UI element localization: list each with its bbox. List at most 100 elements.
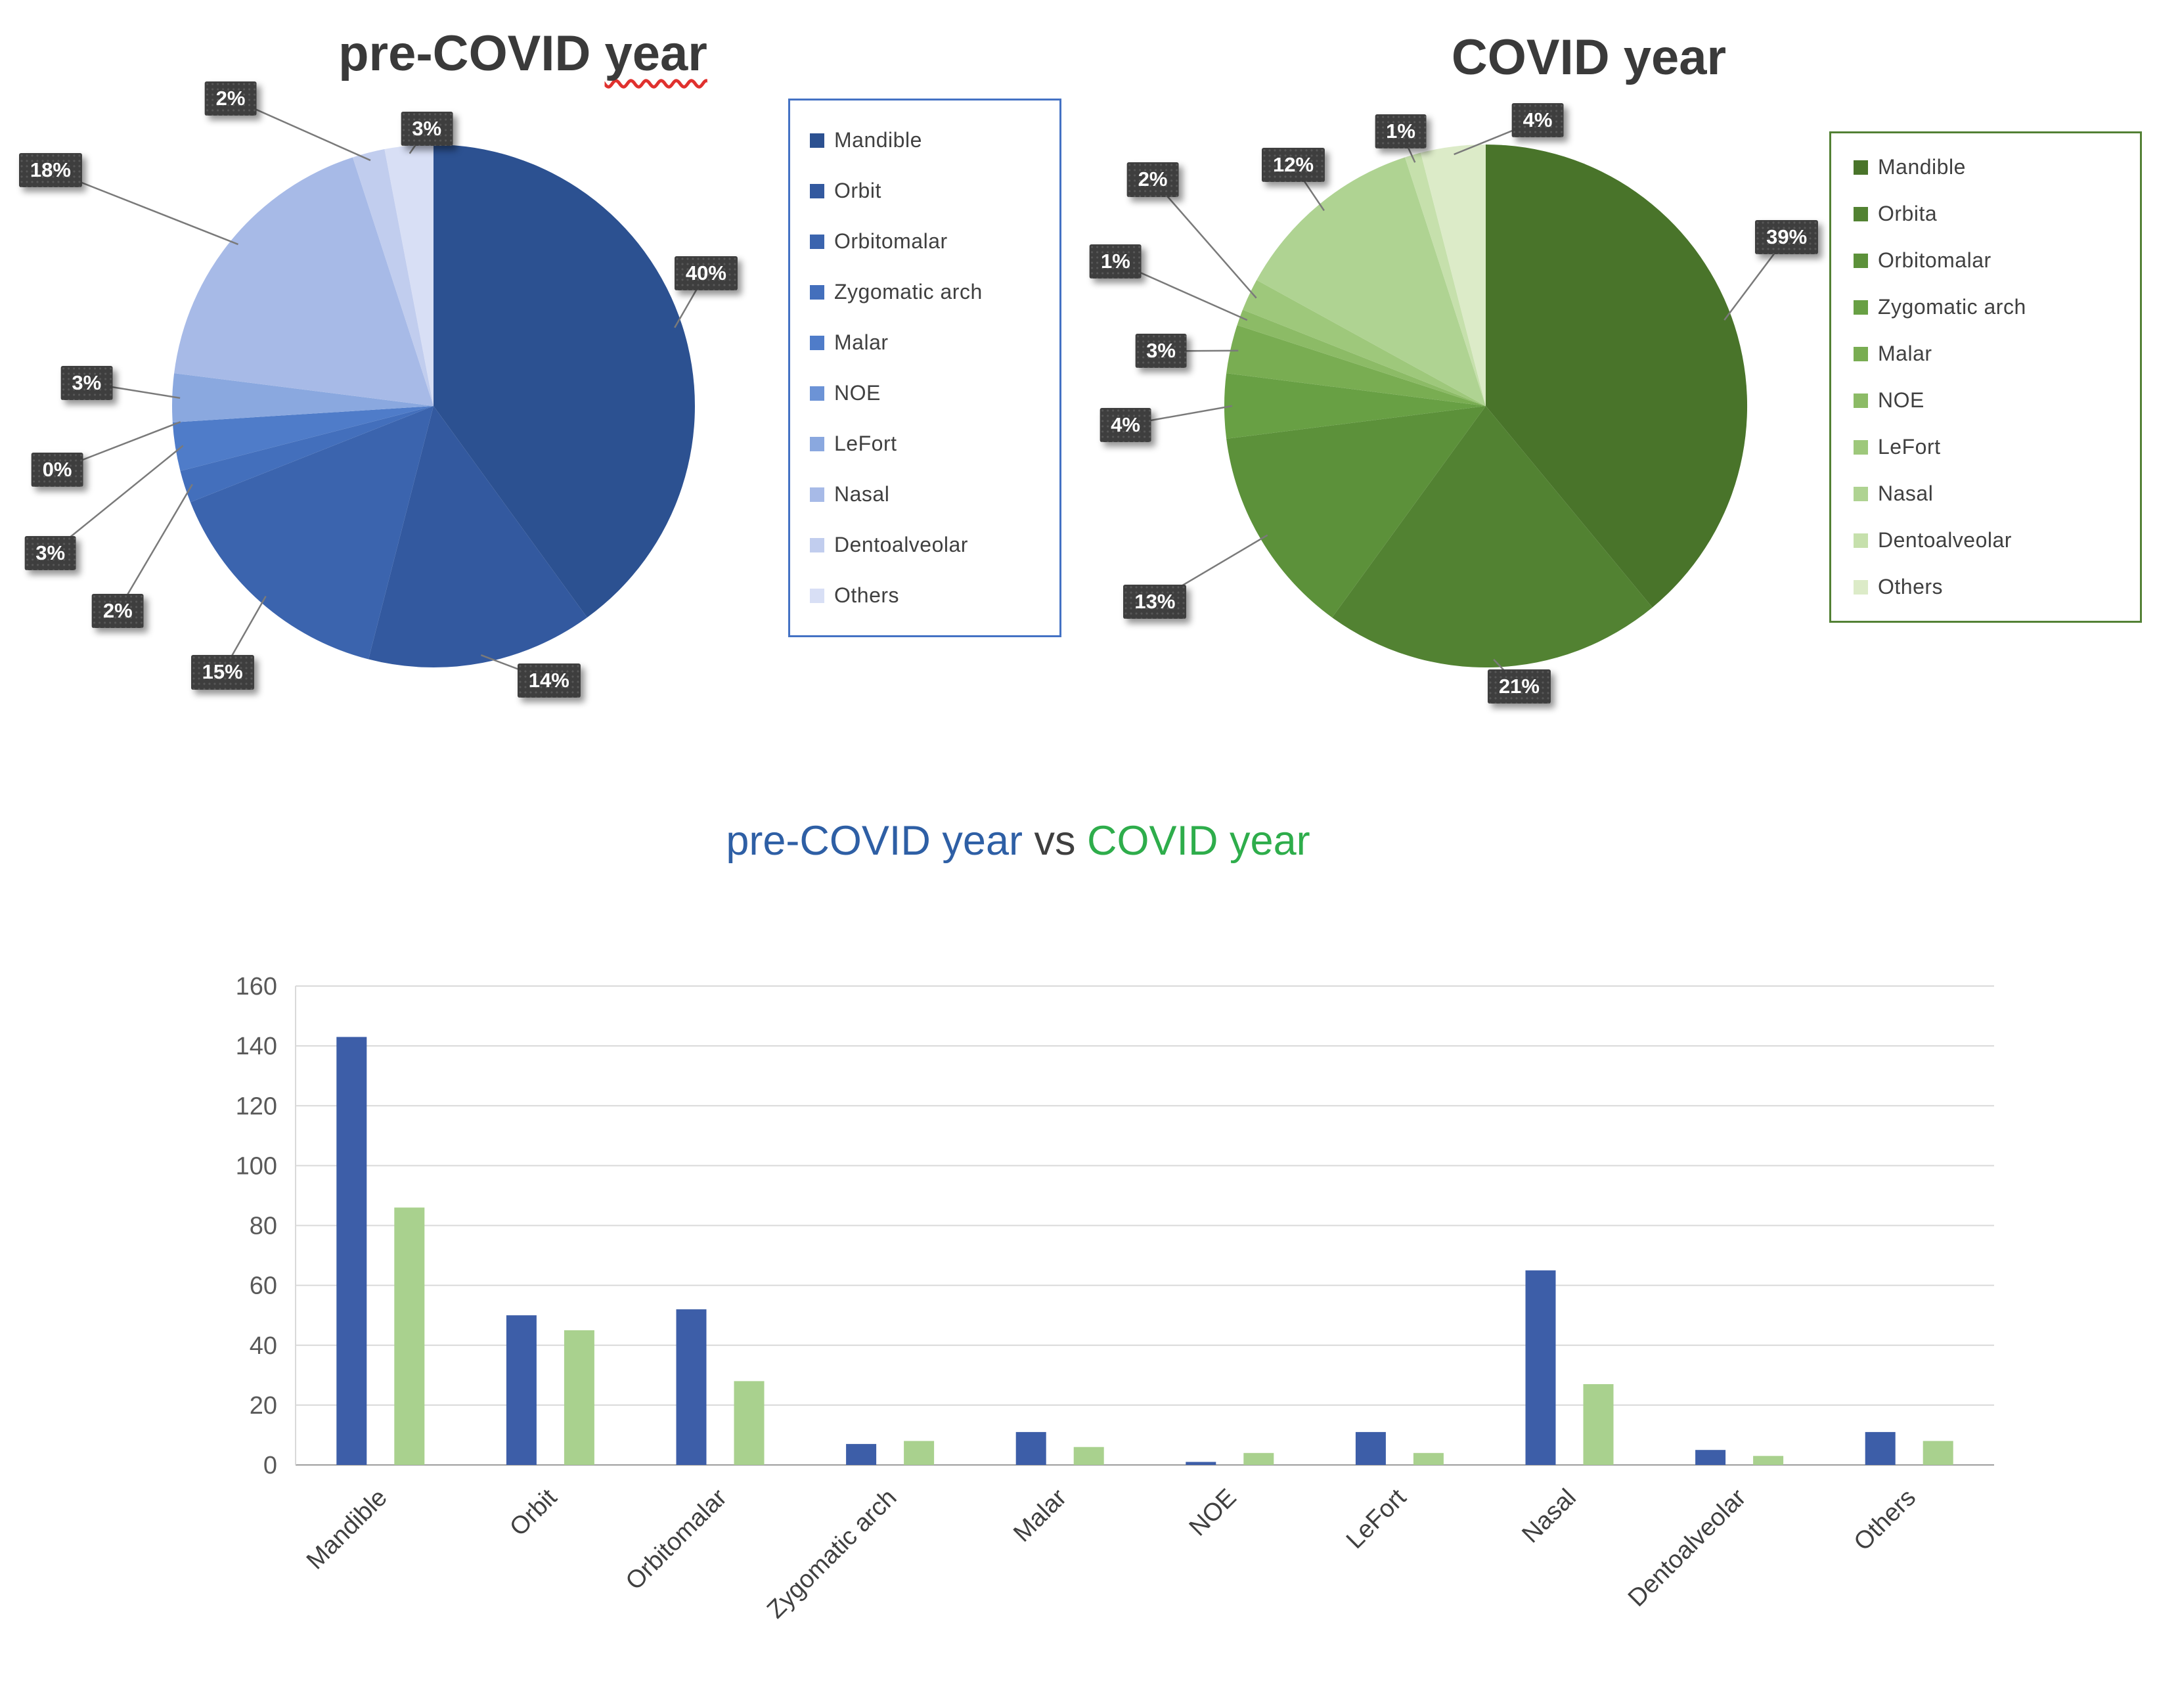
y-tick-label: 0 — [263, 1452, 277, 1479]
legend-swatch-icon — [1854, 393, 1868, 408]
legend-item-malar: Malar — [1854, 330, 2135, 377]
bar-chart-title-part: pre-COVID year — [726, 818, 1023, 864]
bar-covid-year-orbitomalar — [734, 1381, 765, 1465]
bar-pre-covid-year-others — [1865, 1431, 1896, 1465]
legend-item-label: Mandible — [834, 128, 922, 152]
bar-covid-year-others — [1923, 1441, 1953, 1465]
y-tick-label: 60 — [250, 1272, 277, 1300]
legend-item-label: NOE — [834, 381, 881, 405]
pie-percent-label-zygomatic-arch: 2% — [91, 594, 144, 629]
x-category-label-orbitomalar: Orbitomalar — [621, 1483, 732, 1595]
pie-percent-label-nasal: 12% — [1261, 147, 1325, 182]
pie-slice-lefort — [1242, 280, 1486, 406]
y-tick-label: 80 — [250, 1213, 277, 1240]
legend-item-label: Others — [834, 583, 900, 607]
y-tick-label: 20 — [250, 1392, 277, 1420]
legend-item-mandible: Mandible — [810, 115, 1054, 166]
bar-pre-covid-year-orbit — [506, 1315, 537, 1465]
x-category-label-mandible: Mandible — [301, 1484, 393, 1575]
covid-pie-svg — [1115, 120, 1788, 687]
legend-item-label: LeFort — [834, 432, 897, 455]
legend-item-label: Dentoalveolar — [1878, 528, 2012, 552]
pie-percent-label-orbita: 21% — [1487, 669, 1551, 704]
bar-covid-year-noe — [1243, 1452, 1274, 1465]
pie-percent-label-nasal: 18% — [18, 153, 82, 188]
legend-item-label: Dentoalveolar — [834, 533, 968, 556]
legend-item-label: NOE — [1878, 388, 1924, 412]
pie-slice-orbitomalar — [1226, 406, 1486, 618]
label-leader-line — [117, 483, 193, 612]
legend-swatch-icon — [810, 234, 824, 249]
pie-percent-label-dentoalveolar: 1% — [1375, 114, 1427, 148]
legend-item-noe: NOE — [810, 368, 1054, 418]
pie-slice-orbit — [368, 406, 587, 668]
pre-covid-pie-legend: Mandible Orbit Orbitomalar Zygomatic arch Ma… — [788, 99, 1061, 637]
legend-item-malar: Malar — [810, 317, 1054, 368]
bar-pre-covid-year-noe — [1186, 1462, 1216, 1465]
pie-percent-label-noe: 0% — [31, 452, 83, 487]
legend-item-others: Others — [810, 570, 1054, 621]
pie-percent-label-orbitomalar: 13% — [1123, 584, 1187, 619]
bar-covid-year-orbit — [564, 1330, 594, 1465]
pie-slice-others — [384, 144, 434, 407]
legend-swatch-icon — [1854, 160, 1868, 175]
x-category-label-dentoalveolar: Dentoalveolar — [1623, 1483, 1752, 1612]
legend-swatch-icon — [1854, 439, 1868, 455]
pie-percent-label-dentoalveolar: 2% — [204, 81, 257, 116]
legend-item-label: Orbitomalar — [834, 229, 948, 253]
x-category-label-noe: NOE — [1184, 1484, 1242, 1542]
legend-item-label: Nasal — [834, 482, 890, 506]
legend-swatch-icon — [810, 133, 824, 148]
legend-item-orbitomalar: Orbitomalar — [1854, 237, 2135, 284]
pre-covid-pie-title-misspelled-word: year — [604, 26, 707, 81]
legend-item-dentoalveolar: Dentoalveolar — [810, 520, 1054, 570]
covid-pie-legend: Mandible Orbita Orbitomalar Zygomatic arch M… — [1829, 131, 2142, 623]
pie-slice-others — [1421, 145, 1486, 406]
legend-item-lefort: LeFort — [1854, 424, 2135, 470]
legend-item-others: Others — [1854, 564, 2135, 610]
legend-swatch-icon — [1854, 253, 1868, 268]
legend-swatch-icon — [810, 183, 824, 198]
pie-percent-label-malar: 3% — [24, 535, 77, 570]
legend-swatch-icon — [1854, 206, 1868, 221]
pie-slice-zygomatic-arch — [180, 406, 434, 503]
legend-item-label: Orbit — [834, 179, 881, 202]
legend-item-label: Orbitomalar — [1878, 248, 1991, 272]
legend-swatch-icon — [1854, 300, 1868, 315]
bar-chart-title: pre-COVID year vs COVID year — [427, 817, 1609, 865]
pie-percent-label-zygomatic-arch: 4% — [1100, 407, 1151, 442]
pie-percent-label-orbitomalar: 15% — [190, 655, 254, 690]
bar-covid-year-nasal — [1583, 1384, 1614, 1465]
bar-pre-covid-year-zygomatic-arch — [846, 1444, 877, 1465]
pie-slice-malar — [1226, 325, 1486, 406]
legend-item-orbit: Orbit — [810, 166, 1054, 216]
bar-covid-year-dentoalveolar — [1753, 1456, 1784, 1465]
legend-item-label: LeFort — [1878, 435, 1941, 459]
label-leader-line — [49, 445, 184, 554]
legend-item-label: Mandible — [1878, 155, 1966, 179]
legend-item-label: Malar — [834, 330, 889, 354]
x-category-label-nasal: Nasal — [1517, 1484, 1581, 1548]
pie-slice-orbita — [1332, 406, 1653, 668]
x-category-label-others: Others — [1849, 1484, 1921, 1556]
pie-slice-mandible — [434, 145, 695, 618]
pie-slice-lefort — [171, 373, 434, 422]
legend-swatch-icon — [810, 335, 824, 350]
bar-pre-covid-year-orbitomalar — [676, 1309, 707, 1465]
pie-slice-nasal — [1256, 157, 1486, 406]
x-category-label-malar: Malar — [1008, 1483, 1072, 1547]
legend-item-label: Orbita — [1878, 202, 1938, 225]
pre-covid-pie-title: pre-COVID year — [227, 25, 818, 82]
pie-slice-noe — [1237, 309, 1486, 406]
label-leader-line — [1152, 179, 1257, 299]
legend-swatch-icon — [810, 436, 824, 451]
pie-slice-zygomatic-arch — [1224, 373, 1486, 439]
legend-item-nasal: Nasal — [1854, 470, 2135, 517]
bar-pre-covid-year-mandible — [336, 1037, 367, 1465]
pre-covid-pie-chart: 40% 14% 15% 2% 3% 0% 3% 18% 2% 3% — [13, 72, 841, 782]
y-tick-label: 120 — [236, 1092, 277, 1120]
bar-covid-year-mandible — [394, 1207, 425, 1465]
pie-slice-dentoalveolar — [353, 149, 434, 406]
bar-covid-year-lefort — [1413, 1452, 1444, 1465]
